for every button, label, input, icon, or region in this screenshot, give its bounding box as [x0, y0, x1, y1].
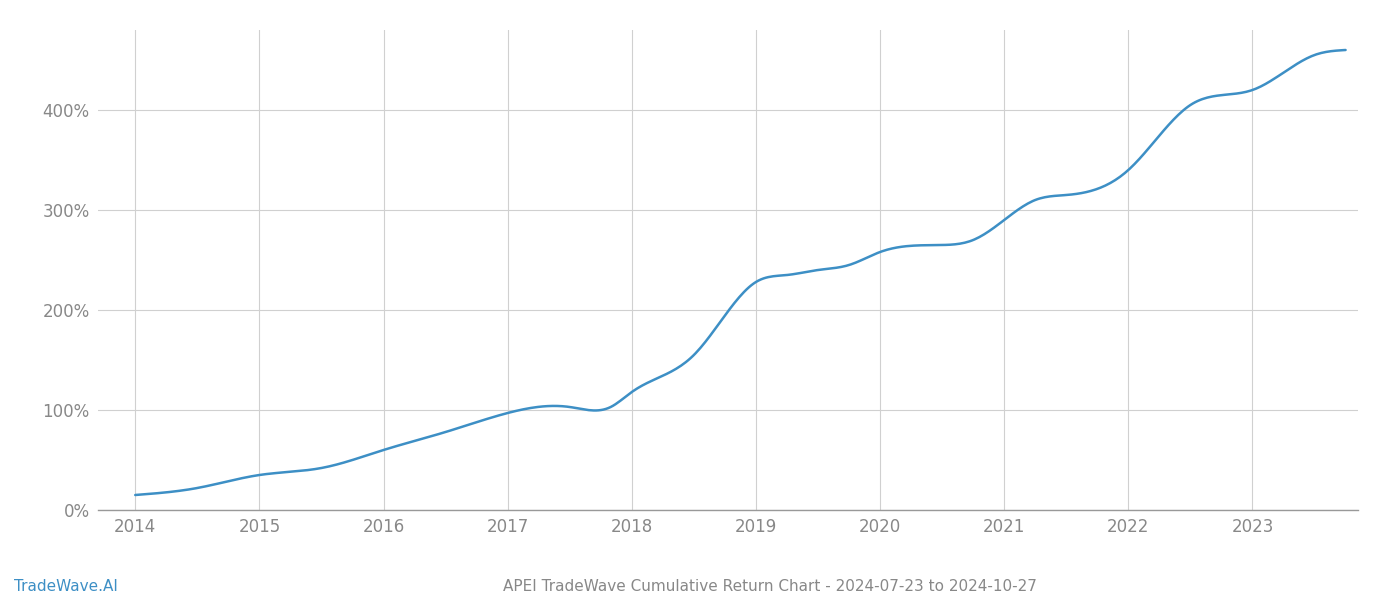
Text: TradeWave.AI: TradeWave.AI	[14, 579, 118, 594]
Text: APEI TradeWave Cumulative Return Chart - 2024-07-23 to 2024-10-27: APEI TradeWave Cumulative Return Chart -…	[503, 579, 1037, 594]
